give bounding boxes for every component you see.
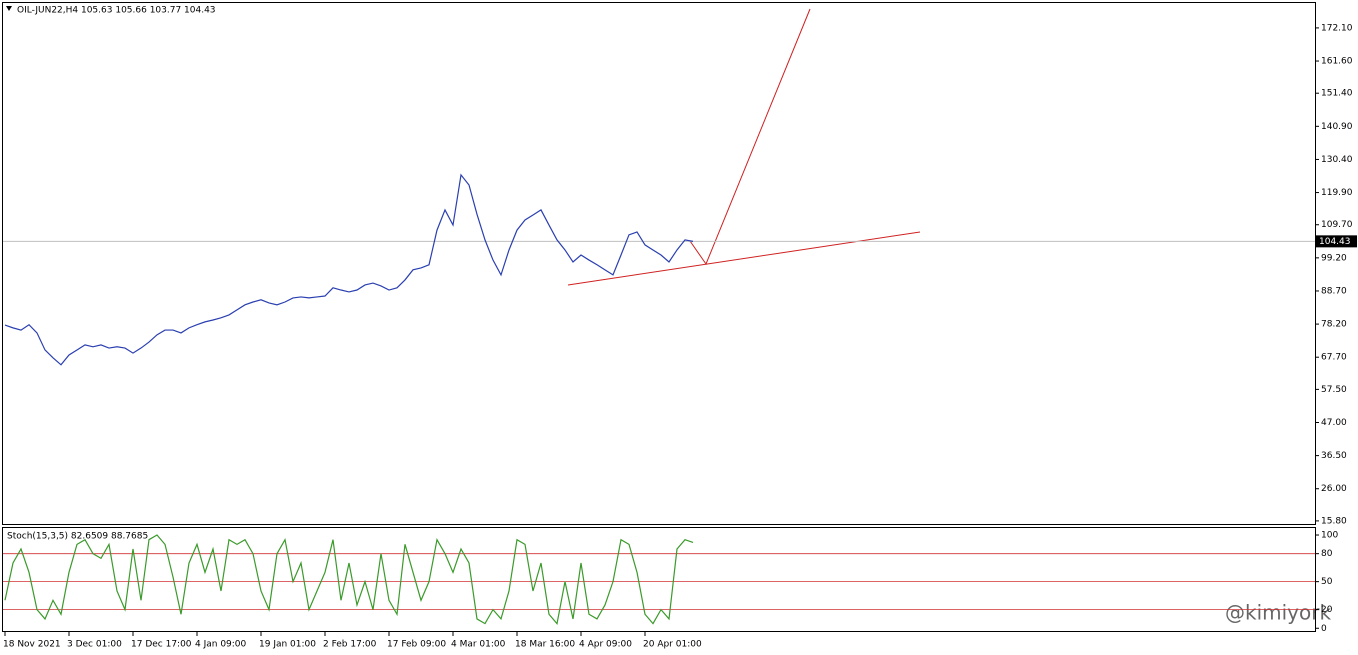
y-tick-label: 100	[1321, 531, 1338, 541]
x-tick-label: 19 Jan 01:00	[259, 640, 316, 650]
x-tick-label: 4 Jan 09:00	[195, 640, 247, 650]
y-tick-label: 172.10	[1321, 23, 1353, 33]
y-tick-label: 99.20	[1321, 253, 1347, 263]
stoch-panel	[2, 527, 1316, 632]
y-tick-label: 26.00	[1321, 484, 1347, 494]
projection-line	[689, 8, 811, 266]
y-tick-label: 80	[1321, 549, 1333, 559]
y-tick-label: 0	[1321, 624, 1327, 634]
stoch-title: Stoch(15,3,5) 82.6509 88.7685	[7, 532, 148, 542]
y-tick-label: 50	[1321, 577, 1333, 587]
series-line	[4, 534, 694, 625]
menu-arrow[interactable]	[6, 6, 12, 11]
current-price-box	[1316, 235, 1357, 248]
series-line	[4, 173, 694, 366]
y-tick-label: 130.40	[1321, 155, 1353, 165]
y-tick-label: 140.90	[1321, 122, 1353, 132]
trend-line	[567, 231, 921, 286]
y-tick-label: 161.60	[1321, 57, 1353, 67]
y-tick-label: 47.00	[1321, 418, 1347, 428]
y-tick-label: 20	[1321, 605, 1333, 615]
x-tick-label: 17 Dec 17:00	[131, 640, 192, 650]
x-tick-label: 18 Nov 2021	[3, 640, 61, 650]
x-tick-label: 20 Apr 01:00	[643, 640, 702, 650]
y-tick-label: 15.80	[1321, 516, 1347, 526]
x-tick-label: 17 Feb 09:00	[387, 640, 446, 650]
chart-title: OIL-JUN22,H4 105.63 105.66 103.77 104.43	[17, 6, 216, 16]
x-tick-label: 2 Feb 17:00	[323, 640, 377, 650]
x-tick-label: 3 Dec 01:00	[67, 640, 122, 650]
x-tick-label: 18 Mar 16:00	[515, 640, 575, 650]
y-tick-label: 119.90	[1321, 188, 1353, 198]
y-tick-label: 36.50	[1321, 451, 1347, 461]
x-tick-label: 4 Apr 09:00	[579, 640, 632, 650]
watermark: @kimiyork	[1225, 601, 1331, 625]
y-tick-label: 67.70	[1321, 353, 1347, 363]
y-tick-label: 151.40	[1321, 89, 1353, 99]
x-tick-label: 4 Mar 01:00	[451, 640, 506, 650]
current-price-label: 104.43	[1319, 237, 1351, 247]
y-tick-label: 88.70	[1321, 286, 1347, 296]
main-panel	[2, 2, 1316, 525]
y-tick-label: 78.20	[1321, 320, 1347, 330]
y-tick-label: 109.70	[1321, 220, 1353, 230]
y-tick-label: 57.50	[1321, 385, 1347, 395]
